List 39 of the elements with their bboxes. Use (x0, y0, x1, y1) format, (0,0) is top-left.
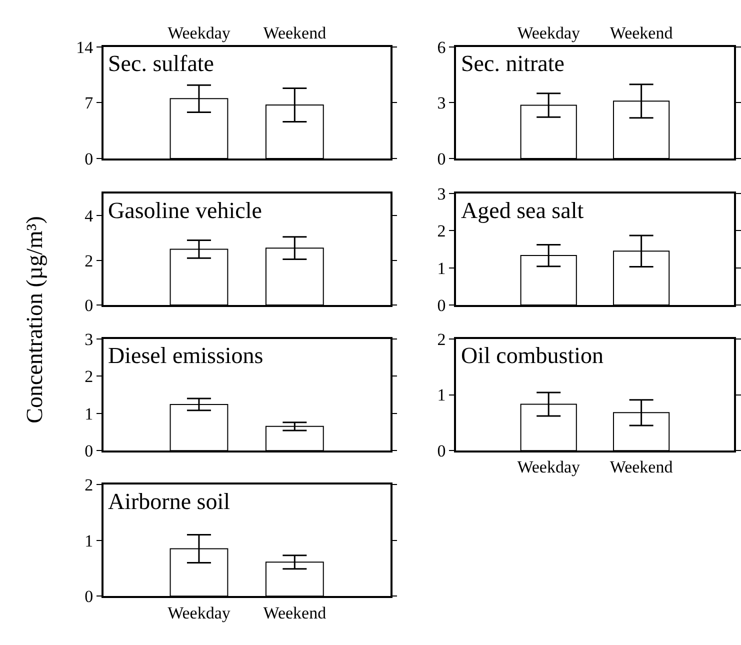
y-tick-label: 0 (84, 587, 94, 606)
y-tick-label: 0 (84, 149, 94, 168)
y-tick-label: 1 (437, 386, 446, 405)
y-tick-label: 7 (84, 94, 94, 113)
x-tick-label: Weekend (610, 458, 674, 477)
chart-title: Airborne soil (108, 489, 230, 514)
x-tick-label: Weekend (610, 23, 674, 42)
x-tick-label: Weekend (263, 603, 327, 622)
chart-title: Sec. sulfate (108, 51, 214, 76)
y-tick-label: 14 (76, 38, 94, 57)
x-tick-label: Weekday (168, 603, 231, 622)
y-tick-label: 2 (84, 476, 94, 495)
y-tick-label: 1 (84, 404, 94, 424)
y-tick-label: 2 (84, 367, 94, 386)
y-tick-label: 1 (84, 531, 94, 550)
y-axis-title: Concentration (µg/m³) (22, 216, 48, 424)
y-tick-label: 1 (437, 258, 446, 278)
y-tick-label: 2 (84, 251, 94, 270)
y-tick-label: 0 (437, 296, 446, 315)
y-tick-label: 2 (437, 330, 446, 349)
chart-title: Sec. nitrate (461, 51, 564, 76)
y-tick-label: 4 (84, 206, 94, 226)
x-tick-label: Weekday (517, 458, 581, 477)
y-tick-label: 0 (84, 296, 94, 315)
chart-title: Oil combustion (461, 343, 604, 368)
y-tick-label: 6 (437, 38, 446, 57)
x-tick-label: Weekday (517, 23, 581, 42)
y-tick-label: 0 (84, 442, 94, 461)
y-tick-label: 3 (437, 184, 446, 204)
y-tick-label: 3 (84, 330, 94, 349)
y-tick-label: 0 (437, 442, 446, 461)
chart-title: Gasoline vehicle (108, 198, 262, 223)
chart-title: Diesel emissions (108, 343, 264, 368)
y-tick-label: 0 (437, 149, 446, 168)
y-tick-label: 3 (437, 94, 446, 113)
chart-title: Aged sea salt (461, 198, 584, 223)
x-tick-label: Weekday (168, 23, 231, 42)
x-tick-label: Weekend (263, 23, 327, 42)
y-tick-label: 2 (437, 222, 446, 241)
